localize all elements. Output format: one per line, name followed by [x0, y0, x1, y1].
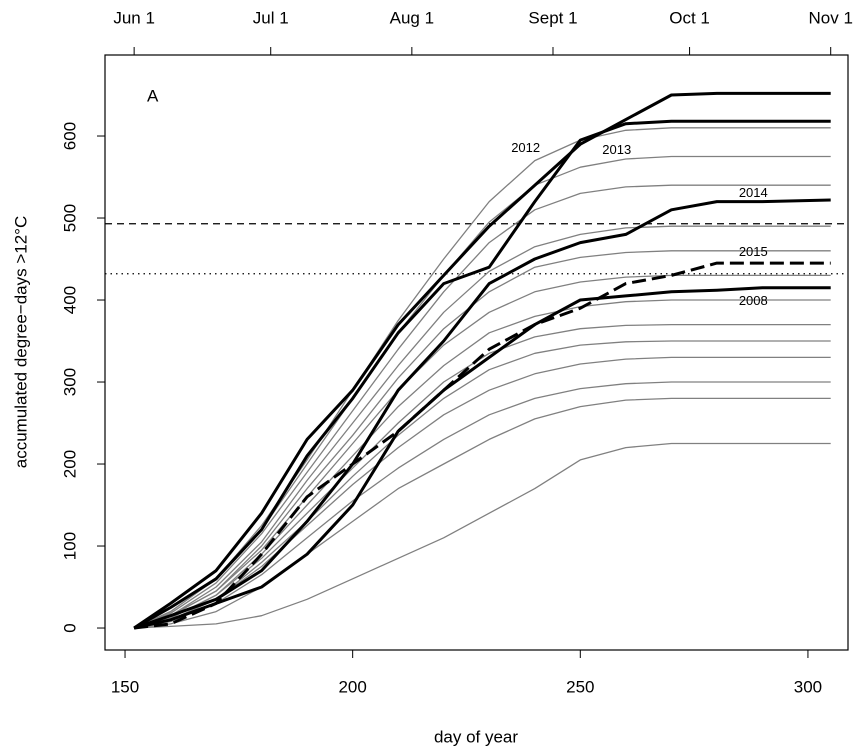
top-tick-label: Nov 1 — [808, 8, 852, 27]
year-label: 2015 — [739, 244, 768, 259]
x-tick-label: 300 — [794, 677, 822, 696]
top-tick-label: Oct 1 — [669, 8, 710, 27]
top-tick-label: Aug 1 — [390, 8, 434, 27]
year-label: 2012 — [511, 140, 540, 155]
year-label: 2013 — [602, 142, 631, 157]
highlight-line — [133, 119, 831, 630]
panel-label: A — [147, 86, 159, 105]
top-tick-label: Jun 1 — [113, 8, 155, 27]
year-line — [134, 397, 831, 629]
x-tick-label: 250 — [566, 677, 594, 696]
y-tick-label: 600 — [60, 122, 79, 150]
year-line — [133, 356, 831, 629]
x-axis-label: day of year — [434, 727, 518, 746]
year-line — [133, 340, 831, 629]
year-label: 2008 — [739, 293, 768, 308]
y-tick-label: 0 — [60, 623, 79, 632]
y-tick-label: 300 — [60, 368, 79, 396]
year-line — [133, 381, 831, 629]
year-line — [133, 274, 831, 629]
year-line — [134, 442, 831, 629]
y-tick-label: 400 — [60, 286, 79, 314]
highlight-line — [133, 198, 831, 630]
top-tick-label: Sept 1 — [528, 8, 577, 27]
y-tick-label: 500 — [60, 204, 79, 232]
year-line — [133, 155, 831, 629]
highlight-line — [133, 261, 831, 630]
year-line — [133, 184, 831, 629]
highlight-line — [133, 91, 831, 630]
x-tick-label: 200 — [338, 677, 366, 696]
year-line — [133, 225, 831, 629]
plot-frame — [104, 54, 849, 651]
y-tick-label: 200 — [60, 450, 79, 478]
top-tick-label: Jul 1 — [253, 8, 289, 27]
y-axis-label: accumulated degree−days >12°C — [11, 216, 30, 469]
highlight-line — [133, 286, 831, 630]
year-line — [133, 299, 831, 629]
y-tick-label: 100 — [60, 532, 79, 560]
x-tick-label: 150 — [111, 677, 139, 696]
year-label: 2014 — [739, 185, 768, 200]
